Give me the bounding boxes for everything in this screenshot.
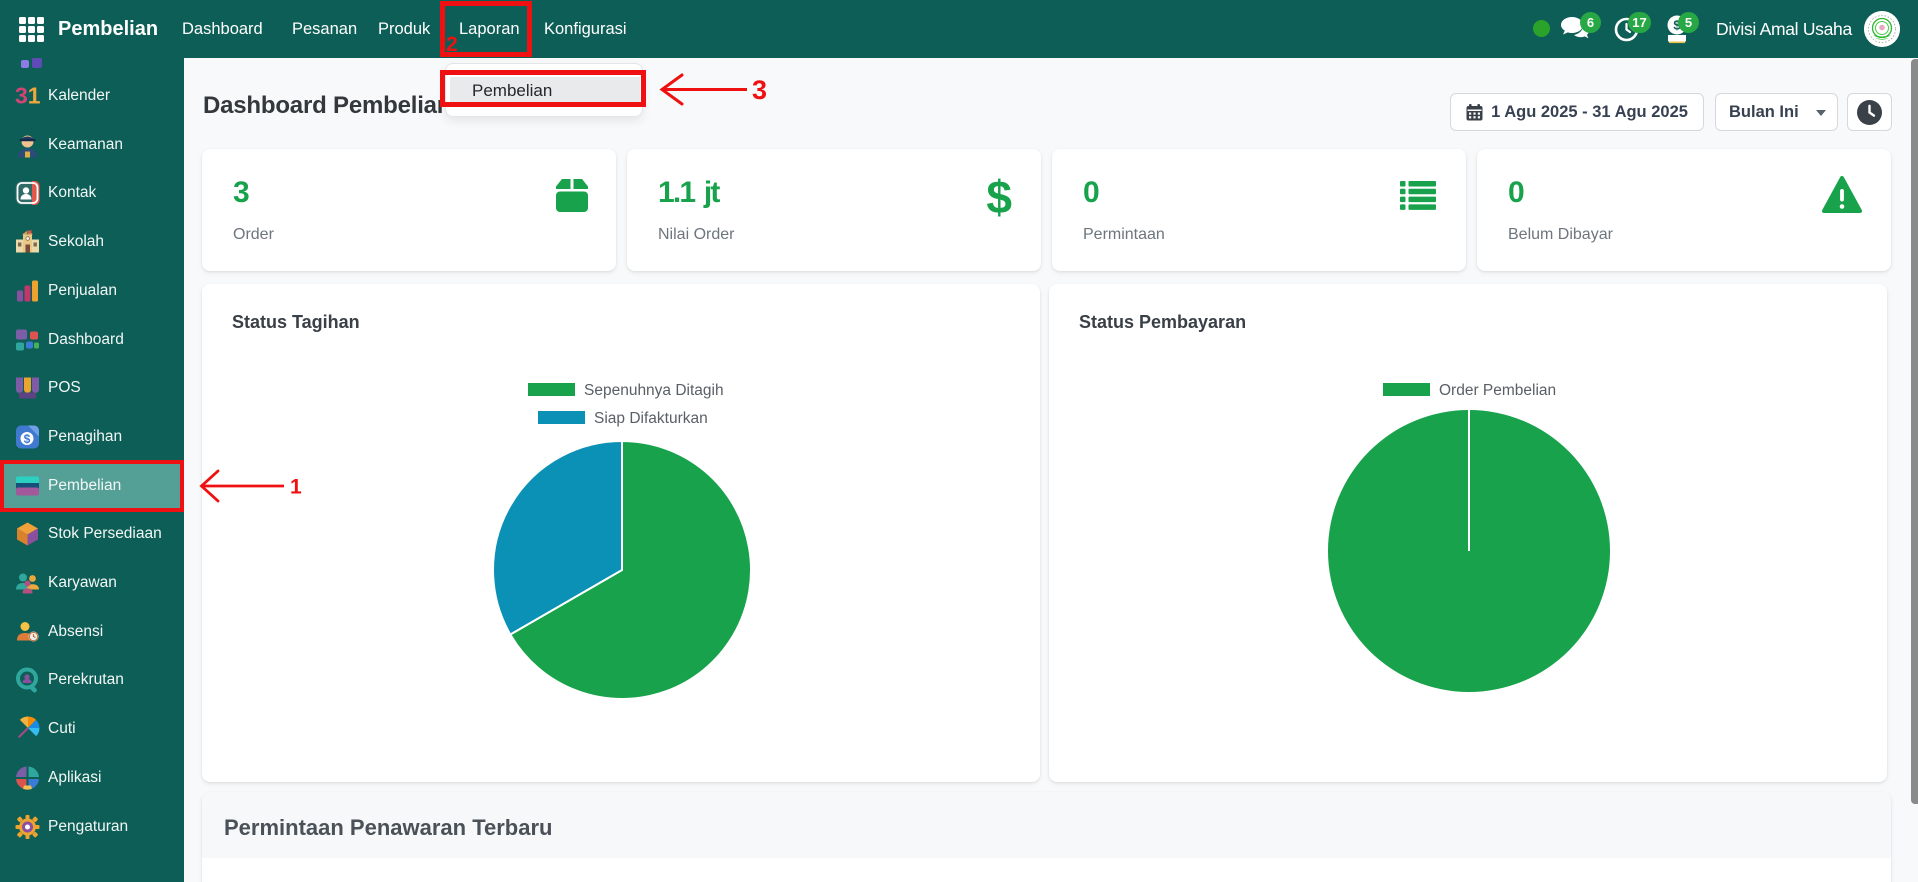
svg-text:$: $	[1673, 18, 1681, 33]
svg-text:$: $	[24, 432, 31, 446]
svg-text:3: 3	[752, 75, 767, 105]
svg-text:1: 1	[290, 476, 302, 499]
